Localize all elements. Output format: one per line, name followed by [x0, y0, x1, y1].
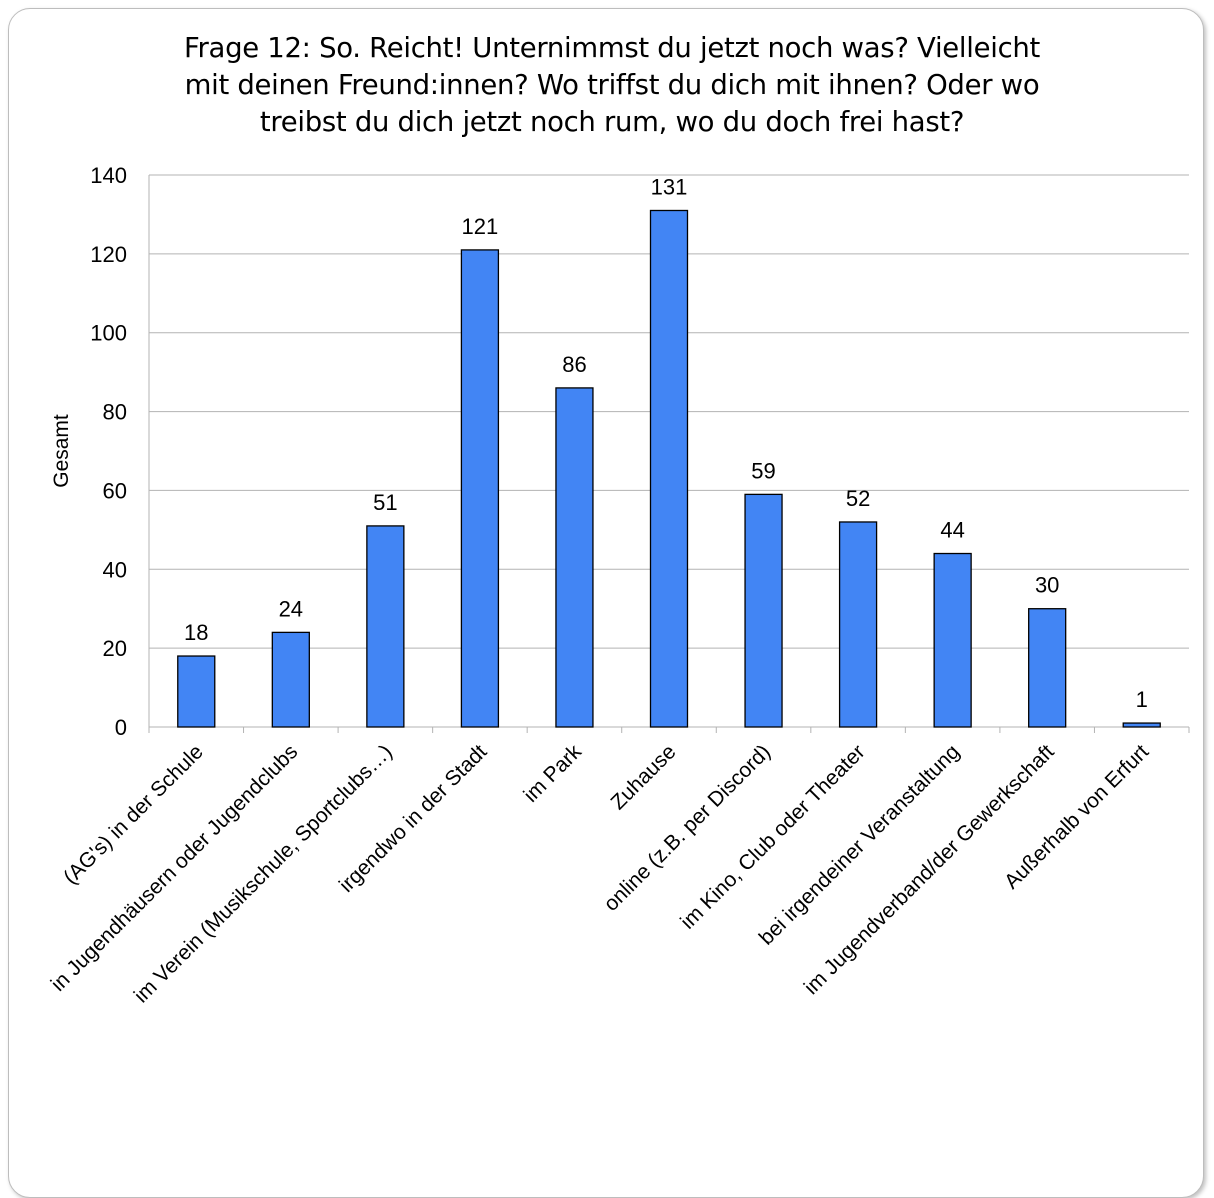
y-tick-labels: 0 20 40 60 80 100 120 140 [90, 163, 127, 740]
y-tick-label: 40 [103, 557, 127, 582]
value-label: 52 [846, 486, 870, 511]
value-label: 30 [1035, 573, 1059, 598]
bar [366, 525, 405, 728]
value-label: 1 [1136, 687, 1148, 712]
value-label: 51 [373, 490, 397, 515]
value-label: 24 [279, 596, 303, 621]
chart-title-line-1: Frage 12: So. Reicht! Unternimmst du jet… [184, 32, 1040, 64]
value-label: 86 [562, 352, 586, 377]
bar [649, 209, 689, 728]
bar [460, 249, 500, 728]
x-tick-label: online (z.B. per Discord) [600, 740, 776, 916]
y-axis-label: Gesamt [50, 414, 73, 488]
bar [933, 552, 972, 728]
x-tick-label: im Kino, Club oder Theater [676, 740, 869, 933]
x-tick-label: im Park [519, 740, 586, 807]
y-tick-label: 20 [103, 636, 127, 661]
value-labels: 18 24 51 121 86 131 59 52 44 30 1 [184, 174, 1148, 712]
chart-title-line-3: treibst du dich jetzt noch rum, wo du do… [259, 106, 965, 138]
value-label: 59 [751, 458, 775, 483]
y-tick-label: 100 [90, 321, 127, 346]
bar [744, 493, 783, 728]
y-tick-label: 140 [90, 163, 127, 188]
bar [271, 631, 310, 728]
y-tick-label: 80 [103, 400, 127, 425]
value-label: 121 [462, 214, 499, 239]
bar [1028, 608, 1067, 728]
bar [1122, 722, 1161, 728]
bar [838, 521, 878, 728]
value-label: 44 [940, 518, 964, 543]
x-tick-label: bei irgendeiner Veranstaltung [755, 740, 964, 949]
x-tick-label: Zuhause [606, 740, 680, 814]
chart-title-line-2: mit deinen Freund:innen? Wo triffst du d… [184, 69, 1040, 101]
bars [177, 209, 1161, 728]
y-tick-label: 0 [115, 715, 127, 740]
y-tick-label: 120 [90, 242, 127, 267]
bar [177, 655, 216, 728]
chart-title: Frage 12: So. Reicht! Unternimmst du jet… [80, 30, 1144, 141]
value-label: 18 [184, 620, 208, 645]
y-tick-label: 60 [103, 478, 127, 503]
bar [555, 387, 594, 728]
chart-card [8, 8, 1204, 1198]
value-label: 131 [651, 174, 688, 199]
